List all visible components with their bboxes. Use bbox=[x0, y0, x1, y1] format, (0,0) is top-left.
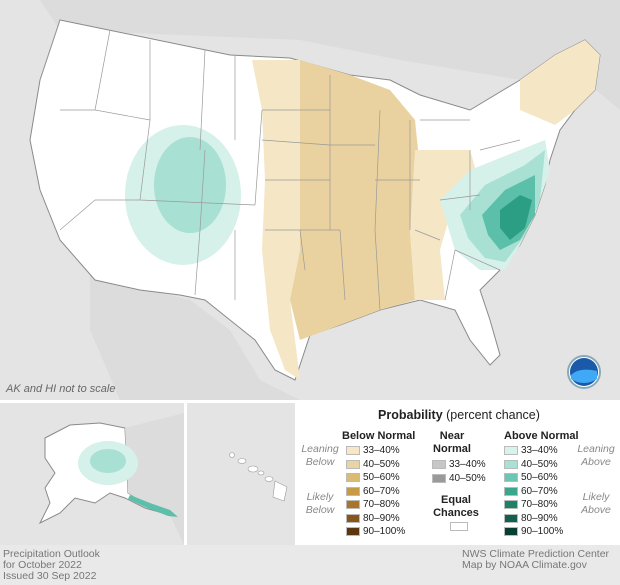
above-normal-heading: Above Normal bbox=[504, 430, 579, 442]
above-normal-west-40-50 bbox=[154, 137, 226, 233]
near-normal-label-1: 33–40% bbox=[449, 459, 486, 470]
above-normal-swatch-4 bbox=[504, 486, 518, 496]
above-normal-swatch-6 bbox=[504, 513, 518, 523]
footer-issued: Issued 30 Sep 2022 bbox=[3, 570, 97, 582]
below-normal-swatch-1 bbox=[346, 446, 360, 455]
footer-left: Precipitation Outlook for October 2022 I… bbox=[3, 549, 100, 582]
below-normal-northeast-region bbox=[520, 40, 600, 125]
scale-note: AK and HI not to scale bbox=[6, 383, 116, 395]
likely-above-label: Likely Above bbox=[581, 491, 611, 516]
divider-horizontal bbox=[0, 400, 620, 403]
alaska-above-40-50 bbox=[90, 449, 126, 473]
hawaii-islands bbox=[229, 452, 288, 502]
footer-right: NWS Climate Prediction Center Map by NOA… bbox=[462, 549, 609, 571]
above-normal-swatch-3 bbox=[504, 473, 518, 482]
above-normal-label-6: 80–90% bbox=[521, 512, 558, 524]
near-normal-label-2: 40–50% bbox=[449, 472, 486, 484]
below-normal-label-5: 70–80% bbox=[363, 499, 400, 510]
above-normal-swatch-5 bbox=[504, 500, 518, 509]
below-normal-swatch-5 bbox=[346, 500, 360, 509]
conus-map: AK and HI not to scale bbox=[6, 0, 620, 400]
above-normal-swatch-2 bbox=[504, 459, 518, 469]
above-normal-swatch-1 bbox=[504, 446, 518, 455]
below-normal-label-6: 80–90% bbox=[363, 512, 400, 524]
below-normal-swatch-2 bbox=[346, 459, 360, 469]
above-normal-label-1: 33–40% bbox=[521, 445, 558, 456]
near-normal-swatch-2 bbox=[432, 473, 446, 483]
state-boundaries bbox=[39, 19, 521, 311]
below-normal-swatch-6 bbox=[346, 513, 360, 523]
legend-title: Probability (percent chance) bbox=[378, 408, 540, 422]
below-normal-swatch-4 bbox=[346, 486, 360, 496]
divider-vertical-2 bbox=[295, 403, 298, 545]
divider-vertical-1 bbox=[184, 403, 187, 545]
below-normal-swatch-7 bbox=[346, 527, 360, 536]
alaska-panhandle-above bbox=[128, 495, 178, 517]
below-normal-label-7: 90–100% bbox=[363, 526, 406, 537]
below-normal-label-2: 40–50% bbox=[363, 458, 400, 470]
near-normal-swatch-1 bbox=[432, 460, 446, 469]
alaska-map-svg bbox=[38, 413, 184, 545]
above-normal-label-4: 60–70% bbox=[521, 485, 558, 497]
below-normal-heading: Below Normal bbox=[342, 430, 416, 442]
conus-map-svg bbox=[29, 0, 620, 400]
hawaii-map-svg bbox=[229, 452, 288, 502]
above-normal-label-2: 40–50% bbox=[521, 458, 558, 470]
noaa-logo-icon bbox=[567, 355, 601, 389]
below-normal-40-50-region bbox=[290, 60, 420, 340]
equal-chances-swatch bbox=[450, 522, 468, 531]
legend-panel: Probability (percent chance) Below Norma… bbox=[298, 403, 620, 545]
below-normal-swatch-3 bbox=[346, 473, 360, 482]
above-normal-label-3: 50–60% bbox=[521, 472, 558, 483]
above-normal-label-5: 70–80% bbox=[521, 499, 558, 510]
footer-product: Precipitation Outlook bbox=[3, 548, 100, 560]
canada-land bbox=[40, 0, 620, 110]
near-normal-heading: Near Normal bbox=[433, 430, 471, 455]
canada-land-ak bbox=[125, 413, 184, 545]
below-normal-label-4: 60–70% bbox=[363, 485, 400, 497]
likely-below-label: Likely Below bbox=[305, 491, 335, 516]
below-normal-label-1: 33–40% bbox=[363, 445, 400, 456]
equal-chances-heading: Equal Chances bbox=[433, 494, 479, 519]
above-normal-swatch-7 bbox=[504, 527, 518, 536]
below-normal-label-3: 50–60% bbox=[363, 472, 400, 483]
leaning-below-label: Leaning Below bbox=[301, 443, 339, 468]
alaska-inset bbox=[0, 403, 184, 545]
footer-period: for October 2022 bbox=[3, 559, 82, 571]
above-normal-east-60-70 bbox=[500, 195, 532, 240]
leaning-above-label: Leaning Above bbox=[577, 443, 615, 468]
footer-source: NWS Climate Prediction Center bbox=[462, 548, 610, 560]
footer-credit: Map by NOAA Climate.gov bbox=[462, 559, 587, 571]
hawaii-inset bbox=[187, 403, 295, 545]
mexico-land bbox=[90, 275, 300, 400]
above-normal-label-7: 90–100% bbox=[521, 526, 564, 537]
